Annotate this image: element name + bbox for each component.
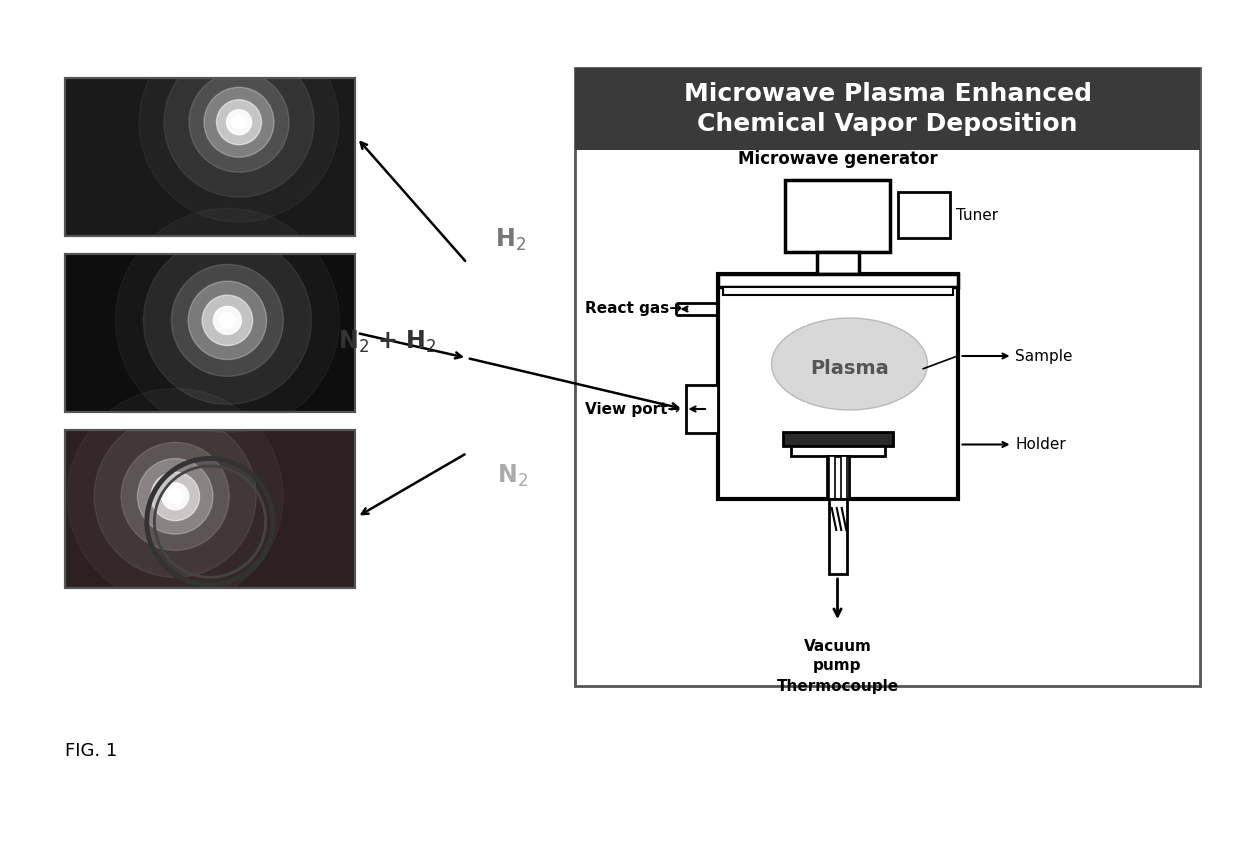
Circle shape: [213, 306, 242, 334]
Text: Microwave generator: Microwave generator: [738, 150, 937, 168]
Circle shape: [167, 489, 182, 504]
Circle shape: [144, 236, 311, 405]
Bar: [718, 274, 957, 287]
Bar: [575, 68, 1200, 150]
Text: N$_2$: N$_2$: [497, 463, 528, 489]
Text: Sample: Sample: [1016, 348, 1073, 364]
Circle shape: [205, 88, 274, 157]
Circle shape: [232, 116, 246, 129]
Circle shape: [151, 472, 200, 521]
Bar: [791, 445, 884, 456]
Bar: [841, 456, 847, 499]
Circle shape: [227, 110, 252, 135]
Bar: [828, 456, 835, 499]
Text: Thermocouple: Thermocouple: [776, 679, 899, 694]
Bar: [686, 385, 718, 433]
Circle shape: [161, 483, 188, 510]
Circle shape: [171, 264, 284, 377]
Text: H$_2$: H$_2$: [495, 227, 526, 253]
Circle shape: [164, 48, 314, 197]
Bar: [718, 274, 957, 499]
Circle shape: [202, 295, 253, 346]
Text: Plasma: Plasma: [810, 359, 889, 377]
Ellipse shape: [771, 318, 928, 410]
Bar: [785, 180, 890, 252]
Bar: [64, 430, 355, 588]
Text: FIG. 1: FIG. 1: [64, 742, 118, 760]
Bar: [828, 499, 847, 574]
Circle shape: [217, 99, 262, 144]
Text: Vacuum
pump: Vacuum pump: [804, 639, 872, 672]
Bar: [64, 78, 355, 236]
Text: N$_2$ + H$_2$: N$_2$ + H$_2$: [337, 329, 436, 355]
Circle shape: [122, 442, 229, 550]
Text: View port→: View port→: [585, 401, 681, 416]
Text: Tuner: Tuner: [956, 207, 998, 223]
Bar: [64, 254, 355, 412]
Circle shape: [94, 416, 257, 577]
Bar: [723, 287, 952, 295]
Text: React gas→: React gas→: [585, 302, 682, 316]
Bar: [64, 78, 355, 236]
Bar: [898, 192, 950, 238]
Circle shape: [188, 281, 267, 360]
Text: Microwave Plasma Enhanced
Chemical Vapor Deposition: Microwave Plasma Enhanced Chemical Vapor…: [683, 82, 1091, 136]
Text: Holder: Holder: [1016, 437, 1066, 452]
Bar: [575, 68, 1200, 686]
Circle shape: [138, 458, 213, 534]
Bar: [782, 432, 893, 445]
Circle shape: [188, 72, 289, 173]
Bar: [64, 254, 355, 412]
Circle shape: [219, 313, 236, 328]
Bar: [827, 456, 848, 499]
Bar: [64, 430, 355, 588]
Bar: [816, 252, 858, 274]
